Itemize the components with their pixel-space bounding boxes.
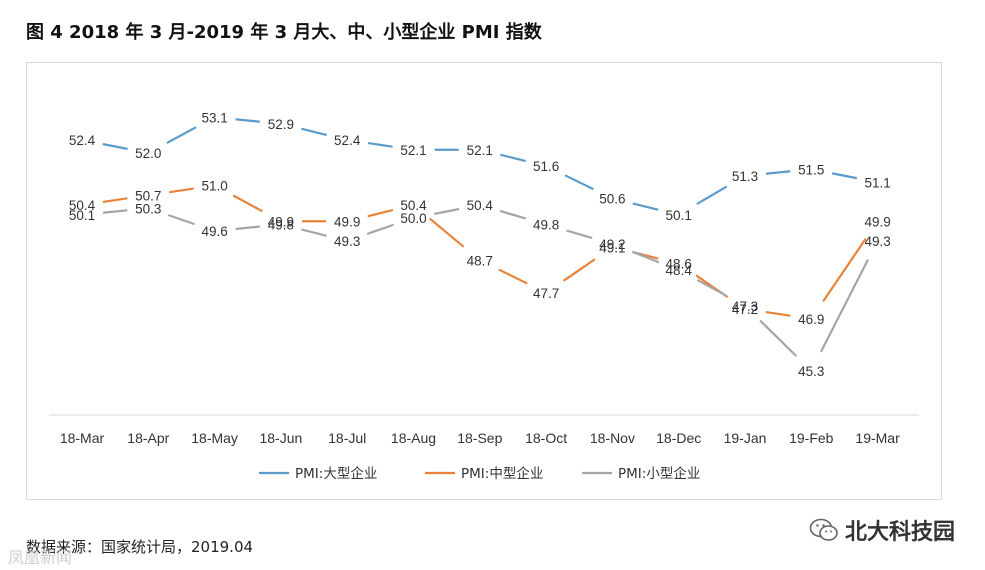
data-label: 50.4 <box>69 198 96 213</box>
series-3-segment <box>301 228 327 237</box>
data-label: 53.1 <box>201 110 227 125</box>
legend-label-2: PMI:中型企业 <box>461 465 543 482</box>
x-tick-label: 18-Nov <box>590 430 635 446</box>
series-2-segment <box>563 258 596 282</box>
series-3-segment <box>366 224 394 235</box>
series-2-segment <box>822 238 867 302</box>
data-source-note: 数据来源：国家统计局，2019.04 <box>26 538 254 556</box>
data-label: 52.4 <box>69 133 96 148</box>
series-3-segment <box>631 250 660 264</box>
x-tick-label: 18-May <box>191 430 238 446</box>
series-1-segment <box>564 174 594 190</box>
data-label: 52.0 <box>135 146 161 161</box>
data-label: 50.6 <box>599 192 625 207</box>
data-label: 47.7 <box>533 286 559 301</box>
data-label: 49.6 <box>201 224 227 239</box>
series-3-segment <box>820 259 869 353</box>
series-2-segment <box>367 209 394 218</box>
data-label: 48.4 <box>666 263 693 278</box>
data-label: 49.8 <box>533 218 559 233</box>
x-tick-label: 19-Jan <box>724 430 767 446</box>
data-label: 49.3 <box>334 234 360 249</box>
series-3-segment <box>102 209 128 214</box>
data-label: 51.0 <box>201 179 227 194</box>
x-tick-label: 18-Jun <box>259 430 302 446</box>
data-label: 50.1 <box>666 208 692 223</box>
series-2-segment <box>765 311 791 317</box>
series-1-segment <box>500 153 526 162</box>
data-label: 50.1 <box>69 208 95 223</box>
series-1-segment <box>235 118 261 123</box>
pmi-line-chart: 18-Mar 18-Apr 18-May 18-Jun 18-Jul 18-Aug 18-S… <box>49 110 919 482</box>
series-3-segment <box>433 208 460 215</box>
series-3-segment <box>499 210 527 220</box>
chart-area: 18-Mar 18-Apr 18-May 18-Jun 18-Jul 18-Aug 18-S… <box>26 62 942 500</box>
series-3-segment <box>168 214 195 225</box>
series-3-segment <box>696 279 727 297</box>
data-label: 52.4 <box>334 133 361 148</box>
series-2-segment <box>168 187 194 194</box>
series-2-segment <box>498 268 528 285</box>
x-tick-label: 19-Feb <box>789 430 834 446</box>
x-tick-label: 19-Mar <box>855 430 900 446</box>
data-label: 47.3 <box>732 299 758 314</box>
data-label: 49.1 <box>599 240 625 255</box>
x-tick-label: 18-Oct <box>525 430 567 446</box>
data-label: 51.6 <box>533 159 559 174</box>
data-label: 46.9 <box>798 312 824 327</box>
series-2-segment <box>429 217 464 248</box>
legend-label-3: PMI:小型企业 <box>618 465 700 482</box>
data-label: 51.1 <box>864 175 890 190</box>
series-1-segment <box>831 172 858 180</box>
data-label: 50.3 <box>135 201 161 216</box>
series-2-segment <box>102 197 128 203</box>
data-label: 50.7 <box>135 188 161 203</box>
data-label: 49.9 <box>334 214 360 229</box>
data-label: 51.3 <box>732 169 758 184</box>
series-3-segment <box>235 225 261 230</box>
data-label: 49.3 <box>864 234 890 249</box>
x-tick-label: 18-Jul <box>328 430 366 446</box>
series-3-segment <box>759 320 797 357</box>
series-1-segment <box>102 143 128 150</box>
x-tick-label: 18-Dec <box>656 430 701 446</box>
series-1-segment <box>765 170 791 175</box>
data-label: 48.7 <box>467 253 493 268</box>
series-1-segment <box>367 142 393 148</box>
data-label: 52.9 <box>268 117 294 132</box>
wechat-icon <box>809 518 838 541</box>
legend-label-1: PMI:大型企业 <box>295 465 377 482</box>
x-tick-label: 18-Sep <box>457 430 502 446</box>
series-1-segment <box>696 185 728 205</box>
series-3-segment <box>566 229 593 239</box>
data-label: 50.4 <box>400 198 427 213</box>
data-label: 49.2 <box>599 237 625 252</box>
data-label: 49.9 <box>268 214 294 229</box>
data-label: 48.6 <box>666 257 692 272</box>
data-label: 52.1 <box>400 143 426 158</box>
series-2-segment <box>232 194 263 212</box>
data-label: 50.4 <box>467 198 494 213</box>
brand-badge: 北大科技园 <box>809 514 955 546</box>
data-label: 51.5 <box>798 162 824 177</box>
data-label: 52.1 <box>467 143 493 158</box>
series-1-segment <box>301 127 327 136</box>
series-1-segment <box>166 126 197 144</box>
brand-name: 北大科技园 <box>844 520 955 545</box>
watermark: 凤凰新闻 <box>8 548 73 567</box>
x-tick-label: 18-Aug <box>391 430 436 446</box>
x-tick-label: 18-Apr <box>127 430 169 446</box>
data-label: 49.8 <box>268 218 294 233</box>
data-label: 45.3 <box>798 364 824 379</box>
data-label: 50.0 <box>400 211 426 226</box>
x-tick-label: 18-Mar <box>60 430 105 446</box>
data-label: 49.9 <box>864 214 890 229</box>
data-label: 47.2 <box>732 302 758 317</box>
figure-title: 图 4 2018 年 3 月-2019 年 3 月大、中、小型企业 PMI 指数 <box>26 22 542 43</box>
series-1-segment <box>632 202 659 211</box>
